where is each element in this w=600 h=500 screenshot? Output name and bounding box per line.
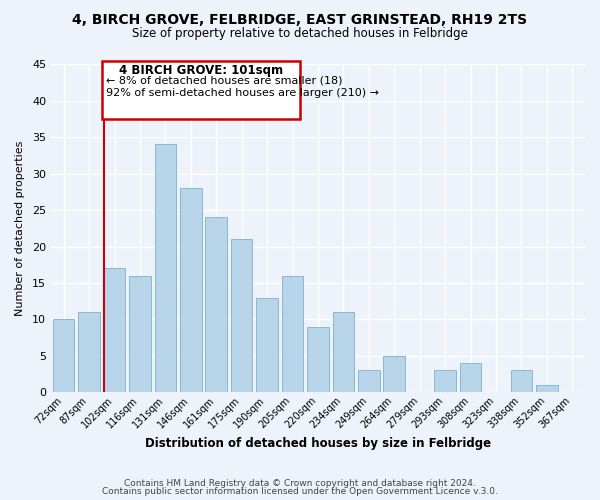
Text: Contains public sector information licensed under the Open Government Licence v.: Contains public sector information licen…: [102, 487, 498, 496]
Bar: [434, 370, 456, 392]
Text: 4 BIRCH GROVE: 101sqm: 4 BIRCH GROVE: 101sqm: [119, 64, 283, 78]
Bar: [307, 326, 329, 392]
X-axis label: Distribution of detached houses by size in Felbridge: Distribution of detached houses by size …: [145, 437, 491, 450]
Bar: [104, 268, 125, 392]
Bar: [231, 240, 253, 392]
Bar: [332, 312, 354, 392]
Text: 92% of semi-detached houses are larger (210) →: 92% of semi-detached houses are larger (…: [106, 88, 379, 99]
Bar: [155, 144, 176, 392]
Text: Contains HM Land Registry data © Crown copyright and database right 2024.: Contains HM Land Registry data © Crown c…: [124, 478, 476, 488]
Bar: [383, 356, 405, 393]
Text: 4, BIRCH GROVE, FELBRIDGE, EAST GRINSTEAD, RH19 2TS: 4, BIRCH GROVE, FELBRIDGE, EAST GRINSTEA…: [73, 12, 527, 26]
Bar: [256, 298, 278, 392]
Bar: [282, 276, 304, 392]
Bar: [129, 276, 151, 392]
Text: ← 8% of detached houses are smaller (18): ← 8% of detached houses are smaller (18): [106, 76, 343, 86]
Bar: [358, 370, 380, 392]
Bar: [460, 363, 481, 392]
Text: Size of property relative to detached houses in Felbridge: Size of property relative to detached ho…: [132, 28, 468, 40]
Bar: [78, 312, 100, 392]
Y-axis label: Number of detached properties: Number of detached properties: [15, 140, 25, 316]
Bar: [536, 385, 557, 392]
Bar: [180, 188, 202, 392]
Bar: [53, 320, 74, 392]
Bar: [205, 218, 227, 392]
FancyBboxPatch shape: [103, 60, 300, 119]
Bar: [511, 370, 532, 392]
